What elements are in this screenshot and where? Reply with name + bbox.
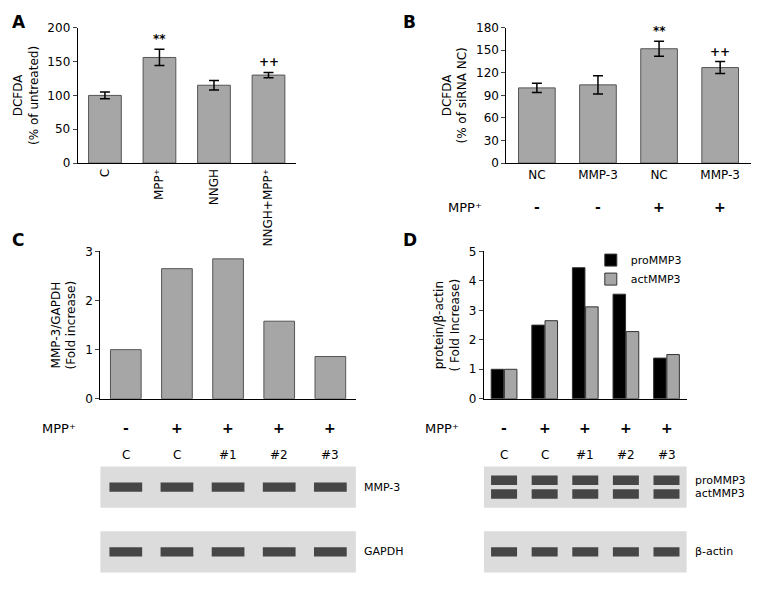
svg-text:#1: #1 xyxy=(576,448,594,462)
svg-text:0: 0 xyxy=(469,392,477,406)
svg-text:-: - xyxy=(123,420,129,436)
svg-text:C: C xyxy=(500,448,508,462)
svg-text:actMMP3: actMMP3 xyxy=(695,487,745,500)
svg-text:**: ** xyxy=(153,32,166,46)
svg-text:2: 2 xyxy=(85,294,93,308)
svg-text:-: - xyxy=(501,420,507,436)
svg-text:MPP⁺: MPP⁺ xyxy=(42,421,76,436)
svg-text:+: + xyxy=(171,420,183,436)
svg-text:NNGH+MPP⁺: NNGH+MPP⁺ xyxy=(261,169,275,247)
svg-text:3: 3 xyxy=(469,304,477,318)
svg-text:MMP-3/GAPDH(Fold increase): MMP-3/GAPDH(Fold increase) xyxy=(49,281,79,370)
svg-text:++: ++ xyxy=(259,55,279,69)
svg-text:1: 1 xyxy=(85,343,93,357)
svg-text:-: - xyxy=(595,199,601,215)
svg-text:+: + xyxy=(539,420,551,436)
svg-text:150: 150 xyxy=(47,55,70,69)
svg-text:MPP⁺: MPP⁺ xyxy=(152,169,166,200)
svg-text:NC: NC xyxy=(650,168,667,182)
svg-text:0: 0 xyxy=(85,392,93,406)
svg-text:1: 1 xyxy=(469,362,477,376)
svg-text:++: ++ xyxy=(710,45,730,59)
svg-text:50: 50 xyxy=(55,122,70,136)
svg-text:DCFDA(% of untreated): DCFDA(% of untreated) xyxy=(11,46,41,145)
svg-text:+: + xyxy=(661,420,673,436)
svg-text:60: 60 xyxy=(484,111,499,125)
svg-text:actMMP3: actMMP3 xyxy=(631,273,681,286)
svg-text:DCFDA(% of siRNA NC): DCFDA(% of siRNA NC) xyxy=(440,47,470,143)
svg-text:NNGH: NNGH xyxy=(207,169,221,205)
svg-text:NC: NC xyxy=(528,168,545,182)
svg-text:MPP⁺: MPP⁺ xyxy=(425,421,459,436)
svg-text:MMP-3: MMP-3 xyxy=(578,168,618,182)
svg-text:C: C xyxy=(98,169,112,177)
svg-text:GAPDH: GAPDH xyxy=(364,545,403,558)
svg-text:#2: #2 xyxy=(270,448,288,462)
svg-text:+: + xyxy=(620,420,632,436)
svg-text:A: A xyxy=(12,12,26,32)
svg-text:β-actin: β-actin xyxy=(695,545,733,558)
svg-text:2: 2 xyxy=(469,333,477,347)
svg-text:D: D xyxy=(403,230,417,250)
svg-text:+: + xyxy=(653,199,665,215)
svg-text:200: 200 xyxy=(47,21,70,35)
svg-text:150: 150 xyxy=(476,43,499,57)
svg-text:B: B xyxy=(403,12,416,32)
svg-text:MPP⁺: MPP⁺ xyxy=(448,200,482,215)
svg-text:#1: #1 xyxy=(219,448,237,462)
svg-text:3: 3 xyxy=(85,245,93,259)
svg-text:#2: #2 xyxy=(617,448,635,462)
svg-text:90: 90 xyxy=(484,89,499,103)
svg-text:100: 100 xyxy=(47,89,70,103)
svg-text:proMMP3: proMMP3 xyxy=(631,254,682,267)
svg-text:protein/β-actin( Fold Increase: protein/β-actin( Fold Increase) xyxy=(432,279,462,372)
svg-text:+: + xyxy=(579,420,591,436)
svg-text:30: 30 xyxy=(484,134,499,148)
svg-text:**: ** xyxy=(653,24,666,38)
svg-text:120: 120 xyxy=(476,66,499,80)
svg-text:5: 5 xyxy=(469,245,477,259)
svg-text:C: C xyxy=(173,448,181,462)
svg-text:0: 0 xyxy=(491,156,499,170)
svg-text:MMP-3: MMP-3 xyxy=(700,168,740,182)
svg-text:proMMP3: proMMP3 xyxy=(695,474,746,487)
svg-text:180: 180 xyxy=(476,21,499,35)
svg-text:#3: #3 xyxy=(658,448,676,462)
svg-text:#3: #3 xyxy=(321,448,339,462)
svg-text:+: + xyxy=(273,420,285,436)
svg-text:MMP-3: MMP-3 xyxy=(364,481,400,494)
svg-text:+: + xyxy=(222,420,234,436)
svg-text:C: C xyxy=(541,448,549,462)
svg-text:+: + xyxy=(324,420,336,436)
svg-text:C: C xyxy=(122,448,130,462)
svg-text:0: 0 xyxy=(63,156,71,170)
svg-text:C: C xyxy=(12,230,24,250)
svg-text:4: 4 xyxy=(469,274,477,288)
svg-text:-: - xyxy=(534,199,540,215)
svg-text:+: + xyxy=(714,199,726,215)
